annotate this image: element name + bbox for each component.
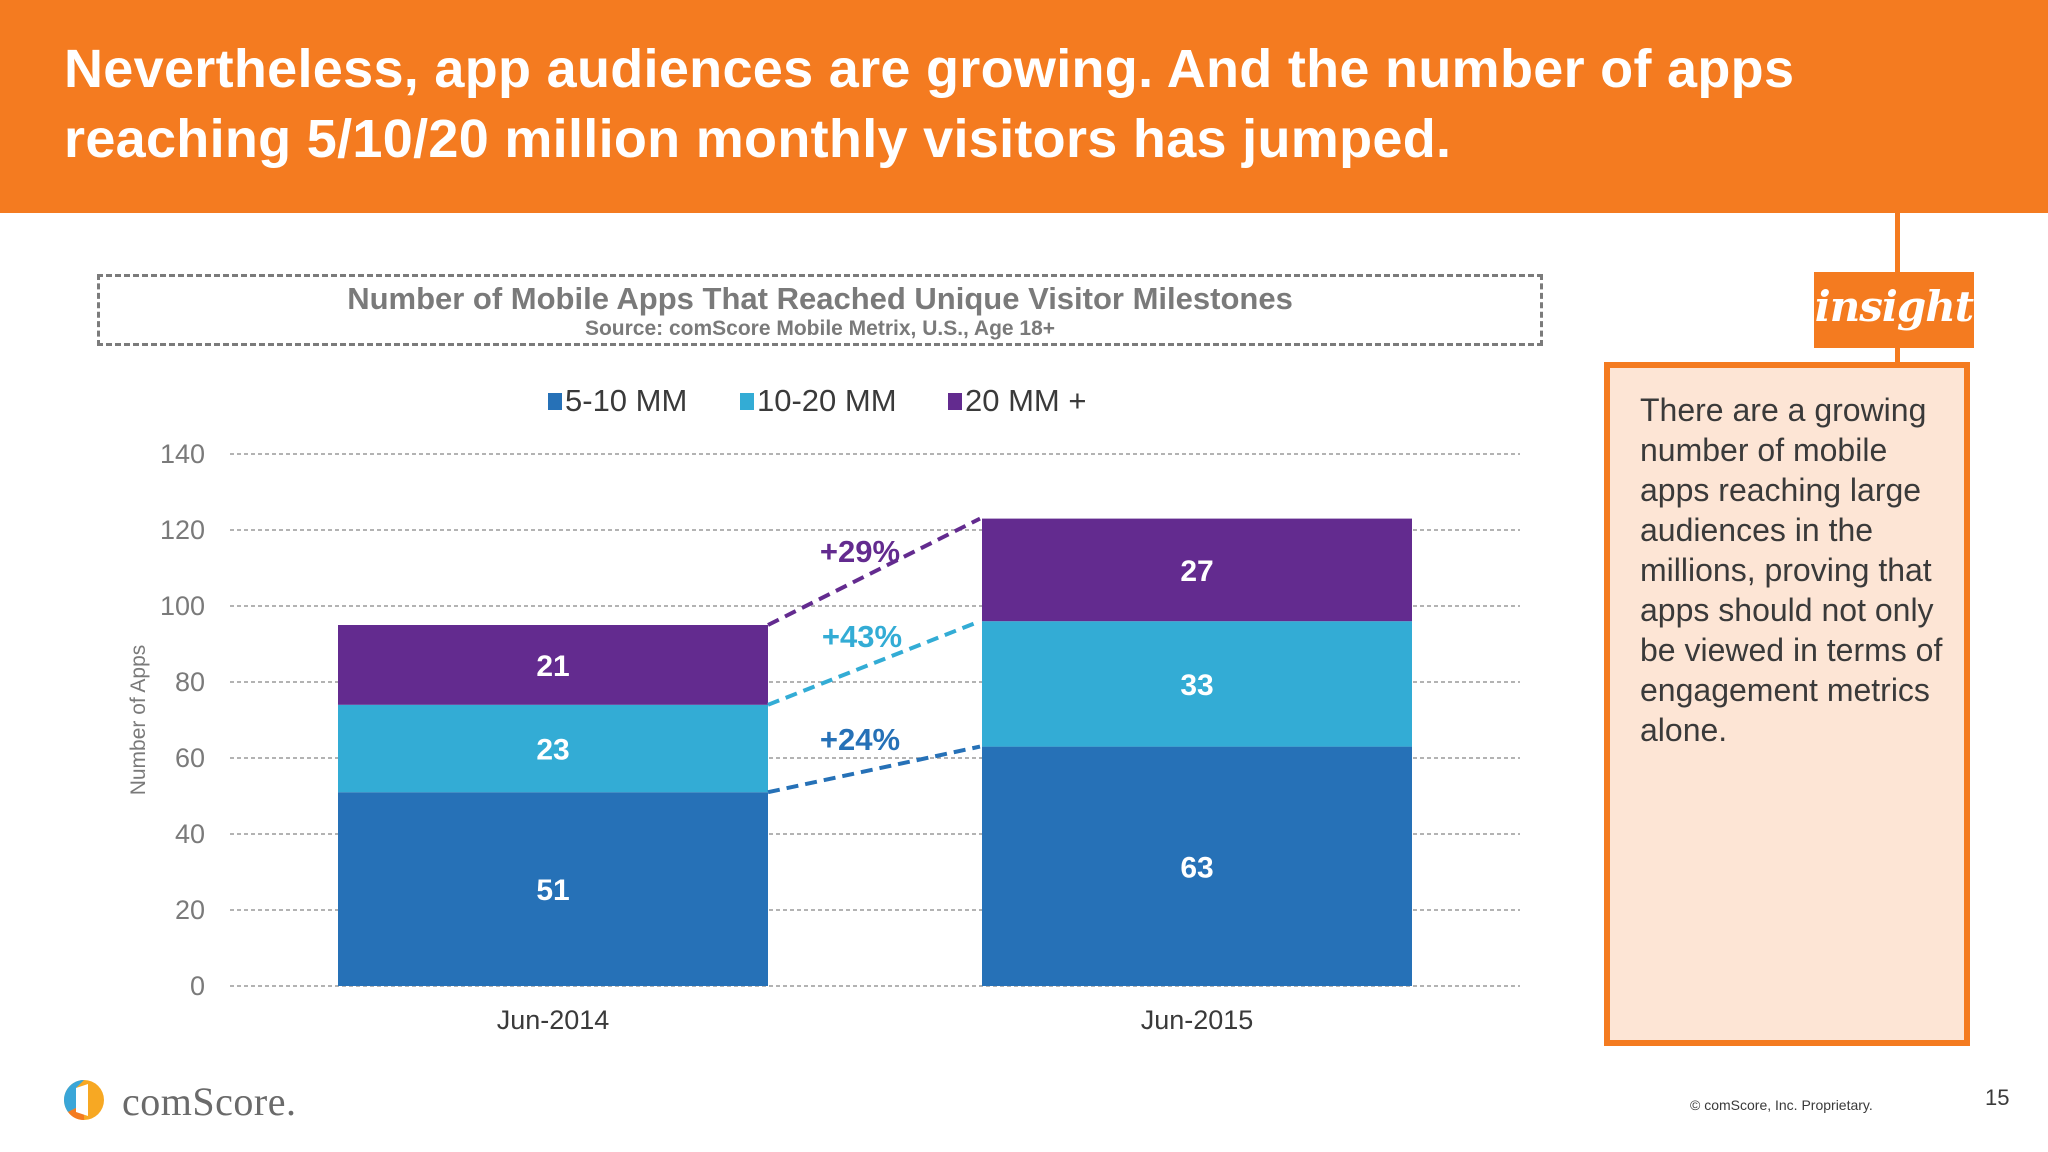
data-label: 63: [1180, 851, 1213, 884]
legend: 5-10 MM 10-20 MM 20 MM +: [548, 383, 1086, 418]
data-label: 51: [536, 874, 569, 907]
y-tick-label: 140: [160, 439, 205, 469]
chart-title-box: Number of Mobile Apps That Reached Uniqu…: [97, 274, 1543, 346]
y-axis-ticks: 0 20 40 60 80 100 120 140: [160, 439, 205, 1001]
legend-label: 5-10 MM: [565, 383, 687, 418]
data-label: 21: [536, 650, 569, 683]
y-tick-label: 80: [175, 667, 205, 697]
legend-swatch: [740, 393, 754, 410]
x-tick-label: Jun-2014: [497, 1005, 610, 1035]
page-number: 15: [1985, 1085, 2010, 1110]
growth-connector-line: [767, 744, 981, 795]
insight-text: There are a growing number of mobile app…: [1640, 392, 1943, 748]
data-label: 23: [536, 734, 569, 767]
copyright-text: © comScore, Inc. Proprietary.: [1690, 1097, 1873, 1113]
bar-segment: [982, 621, 1412, 747]
x-tick-label: Jun-2015: [1141, 1005, 1254, 1035]
chart-title: Number of Mobile Apps That Reached Uniqu…: [347, 281, 1293, 316]
y-axis-label: Number of Apps: [127, 645, 150, 796]
insight-box: There are a growing number of mobile app…: [1604, 362, 1970, 1046]
x-axis-labels: Jun-2014 Jun-2015: [497, 1005, 1254, 1035]
growth-label: +43%: [822, 619, 902, 654]
growth-label: +24%: [820, 722, 900, 757]
y-tick-label: 20: [175, 895, 205, 925]
growth-connectors: +24% +43% +29%: [767, 516, 981, 795]
bar-segment: [338, 625, 768, 705]
bar-segment: [338, 704, 768, 793]
y-tick-label: 120: [160, 515, 205, 545]
y-tick-label: 100: [160, 591, 205, 621]
bar-segment: [338, 792, 768, 986]
y-tick-label: 40: [175, 819, 205, 849]
comscore-logo-icon: [63, 1080, 104, 1120]
data-label: 27: [1180, 555, 1213, 588]
y-tick-label: 0: [190, 971, 205, 1001]
legend-swatch: [548, 393, 562, 410]
comscore-logo-text: comScore.: [122, 1079, 297, 1124]
legend-swatch: [948, 393, 962, 410]
bar-segment: [982, 746, 1412, 986]
slide-title: Nevertheless, app audiences are growing.…: [64, 39, 1795, 169]
legend-label: 20 MM +: [965, 383, 1086, 418]
bars: 51 23 21 63 33 27: [338, 518, 1412, 986]
data-label: 33: [1180, 669, 1213, 702]
slide-header: Nevertheless, app audiences are growing.…: [0, 0, 2048, 213]
insight-badge: insight: [1814, 272, 1974, 348]
growth-connector-line: [767, 516, 981, 627]
y-tick-label: 60: [175, 743, 205, 773]
growth-label: +29%: [820, 534, 900, 569]
comscore-logo: comScore.: [62, 1076, 322, 1126]
bar-segment: [982, 518, 1412, 622]
chart-subtitle: Source: comScore Mobile Metrix, U.S., Ag…: [584, 317, 1056, 340]
legend-label: 10-20 MM: [757, 383, 897, 418]
